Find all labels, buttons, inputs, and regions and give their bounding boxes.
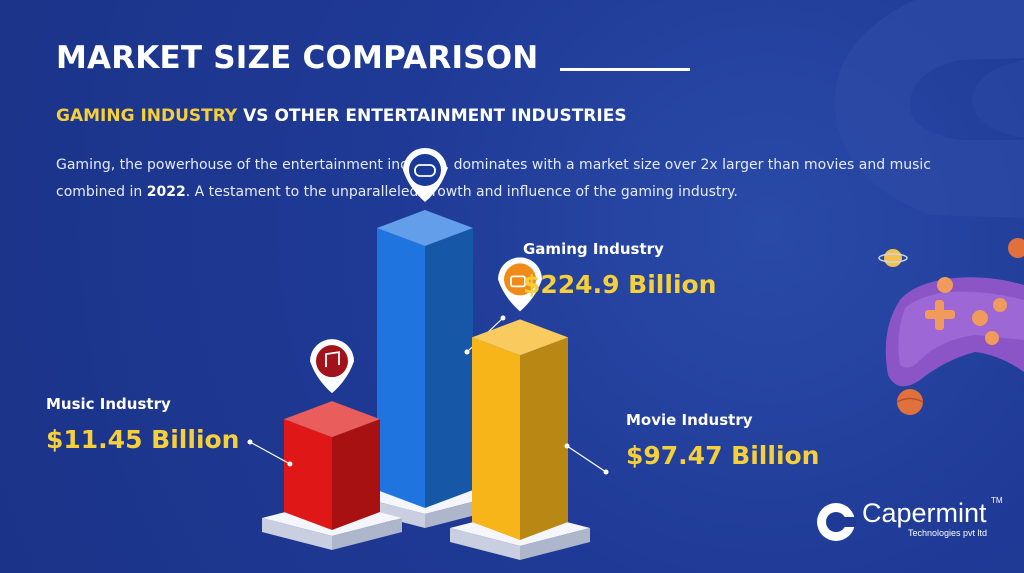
pin-badge-gaming (409, 154, 441, 186)
music-note-icon (325, 351, 340, 368)
pedestal-right-movie (520, 528, 590, 560)
value-label-movie: $97.47 Billion (626, 441, 820, 470)
pedestal-left-movie (450, 528, 520, 560)
pedestal-left-music (262, 518, 332, 550)
leader-line-movie (566, 445, 607, 473)
bar-top-face-music (284, 401, 380, 438)
value-label-music: $11.45 Billion (46, 425, 240, 454)
pin-badge-movie (504, 263, 536, 296)
brand-name: Capermint (862, 498, 987, 528)
category-label-movie: Movie Industry (626, 411, 753, 429)
bar-top-face-movie (472, 319, 568, 356)
leader-dot-end-music (287, 461, 293, 467)
bar-right-face-movie (520, 337, 568, 540)
bar-right-face-gaming (425, 228, 473, 508)
leader-dot-start-movie (564, 443, 570, 449)
title-underline (560, 68, 690, 71)
category-label-music: Music Industry (46, 395, 171, 413)
bar-right-face-music (332, 419, 380, 530)
bar-left-face-music (284, 419, 332, 530)
pedestal-right-music (332, 518, 402, 550)
leader-line-music (249, 441, 291, 465)
pin-badge-music (316, 345, 348, 378)
trademark-symbol: TM (991, 496, 1003, 505)
leader-dot-start-gaming (500, 315, 506, 321)
leader-dot-end-gaming (464, 349, 470, 355)
leader-dot-start-music (247, 439, 253, 445)
page-title: MARKET SIZE COMPARISON (56, 40, 539, 76)
description-year: 2022 (146, 184, 186, 200)
movie-camera-icon (510, 275, 526, 288)
subtitle-rest: VS OTHER ENTERTAINMENT INDUSTRIES (237, 106, 627, 126)
description-text-after: . A testament to the unparalleled growth… (185, 184, 738, 200)
category-label-gaming: Gaming Industry (523, 240, 664, 258)
gamepad-icon (414, 164, 436, 177)
bar-left-face-movie (472, 337, 520, 540)
leader-dot-end-movie (603, 469, 609, 475)
subtitle-highlight: GAMING INDUSTRY (56, 106, 238, 126)
bar-left-face-gaming (377, 228, 425, 508)
description-text-before: Gaming, the powerhouse of the entertainm… (56, 157, 931, 200)
brand-tagline: Technologies pvt ltd (908, 528, 988, 538)
value-label-gaming: $224.9 Billion (523, 270, 717, 299)
capermint-logo-icon (817, 503, 856, 541)
brand-logo: Capermint TM Technologies pvt ltd (814, 496, 1004, 546)
page-subtitle: GAMING INDUSTRY VS OTHER ENTERTAINMENT I… (56, 106, 627, 126)
description-paragraph: Gaming, the powerhouse of the entertainm… (56, 152, 956, 206)
bar-top-face-gaming (377, 210, 473, 246)
